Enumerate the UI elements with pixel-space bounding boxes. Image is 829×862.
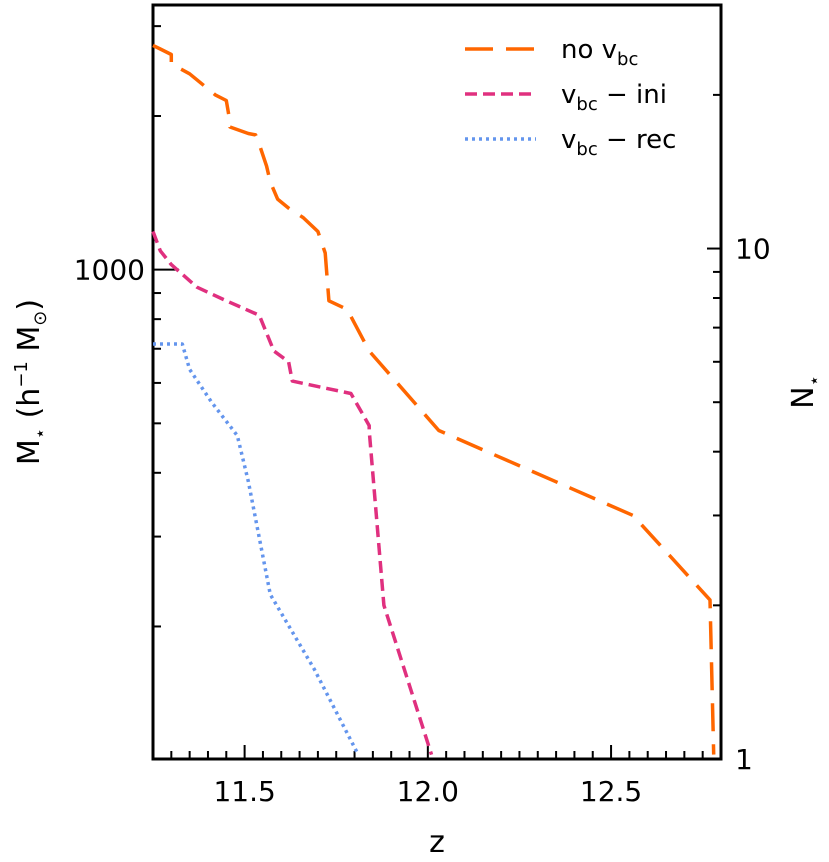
x-tick-label: 12.5 [580,775,642,808]
series-line [151,230,434,756]
plot-frame [151,3,723,761]
legend-label-main: v [561,80,576,110]
right-tick-label: 1 [735,743,753,776]
legend-label-suffix: − rec [598,125,677,155]
legend-label-suffix: − ini [598,80,667,110]
series-lines [151,43,716,756]
left-axis-ticks [153,25,179,628]
x-tick-label: 11.5 [213,775,275,808]
legend-label-sub: bc [617,49,638,70]
left-tick-label: 1000 [74,254,145,287]
legend-label-main: v [561,125,576,155]
x-axis-ticks [170,745,722,759]
x-axis-title: z [429,825,445,860]
legend-label-main: no v [561,35,617,65]
right-axis-title: N⋆ [786,375,825,409]
plot-area [151,3,723,761]
legend-label: no vbc [561,35,638,70]
series-line [153,342,360,756]
right-axis-ticks [707,4,721,760]
x-tick-label: 12.0 [397,775,459,808]
y-axis-title: M⋆ (h−1 M⊙) [11,299,51,465]
right-tick-label: 10 [735,233,771,266]
legend-label-sub: bc [576,139,597,160]
right-tick-labels: 1 10 [735,233,771,776]
legend-label-sub: bc [576,94,597,115]
series-line [152,43,716,755]
x-tick-labels: 11.5 12.0 12.5 [213,775,642,808]
legend-label: vbc − ini [561,80,667,115]
legend-label: vbc − rec [561,125,676,160]
